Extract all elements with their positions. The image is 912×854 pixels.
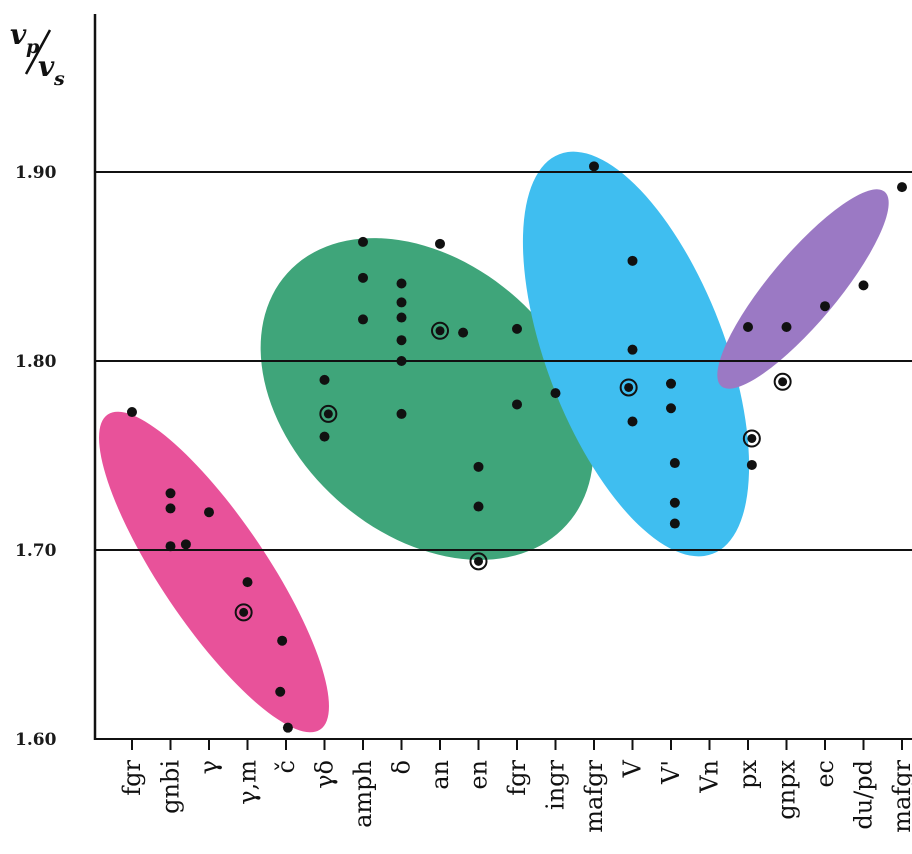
x-tick-label: V xyxy=(619,759,647,778)
data-point-ring xyxy=(431,321,449,340)
data-point xyxy=(669,518,680,529)
data-point xyxy=(396,278,407,289)
data-point xyxy=(435,326,445,336)
x-tick-label: en xyxy=(465,760,493,790)
data-point xyxy=(435,238,445,249)
data-point xyxy=(396,356,407,366)
data-point xyxy=(239,607,249,617)
x-tick-label: an xyxy=(426,760,454,790)
data-point xyxy=(165,488,176,499)
data-point xyxy=(669,458,680,469)
x-tick-label: gnpx xyxy=(773,760,801,820)
x-tick-label: fgr xyxy=(118,759,146,795)
data-point xyxy=(743,321,753,332)
x-tick-label: du/pd xyxy=(850,760,878,830)
data-point xyxy=(473,461,484,472)
cluster-ellipse xyxy=(99,411,329,733)
data-point xyxy=(624,382,634,392)
data-point-ring xyxy=(619,378,638,397)
data-point-ring xyxy=(469,552,488,571)
data-point xyxy=(204,507,214,518)
data-point xyxy=(627,255,638,266)
data-point xyxy=(669,497,680,508)
y-tick-labels: 1.60 1.70 1.80 1.90 xyxy=(15,163,57,750)
data-point xyxy=(858,280,869,291)
x-tick-label: V' xyxy=(657,760,685,785)
data-point xyxy=(778,377,788,387)
gridlines xyxy=(95,171,912,740)
y-tick-label: 1.90 xyxy=(15,163,57,183)
data-point xyxy=(358,236,368,247)
data-point xyxy=(666,378,676,389)
data-point xyxy=(275,686,286,697)
cluster-ellipse xyxy=(522,151,750,557)
x-tick-label: ec xyxy=(811,760,839,788)
data-point xyxy=(396,312,407,323)
y-tick-label: 1.80 xyxy=(15,352,57,372)
x-tick-label: δ xyxy=(388,760,416,774)
cluster-ellipse xyxy=(260,238,594,560)
x-tick-label: ingr xyxy=(542,759,570,809)
y-tick-label: 1.60 xyxy=(15,730,57,750)
data-point-ring xyxy=(742,429,761,448)
x-tick-label: γ,m xyxy=(234,760,262,805)
data-point xyxy=(512,399,522,410)
data-points xyxy=(127,161,907,733)
data-point xyxy=(180,539,191,550)
data-point xyxy=(319,431,330,442)
data-point xyxy=(358,272,368,283)
data-point xyxy=(627,416,638,427)
cluster-ellipses xyxy=(99,151,889,733)
data-point-ring xyxy=(773,372,792,391)
x-ticks: fgr gnbi γ γ,m č γδ amph δ an en fgr ingr mafgr V V' Vn… xyxy=(118,740,912,833)
x-tick-label: γ xyxy=(195,760,223,774)
y-tick-label: 1.70 xyxy=(15,541,57,561)
data-point xyxy=(781,321,792,332)
data-point xyxy=(165,503,176,514)
data-point xyxy=(666,403,676,414)
data-point xyxy=(127,407,137,418)
x-tick-label: px xyxy=(734,760,762,789)
data-point xyxy=(282,722,293,733)
data-point xyxy=(474,556,483,566)
svg-text:v: v xyxy=(38,50,55,83)
data-point xyxy=(165,541,176,552)
data-point xyxy=(319,374,330,385)
data-point xyxy=(396,297,407,308)
data-point xyxy=(589,161,599,172)
data-point xyxy=(820,301,830,312)
data-point xyxy=(512,323,522,334)
data-point xyxy=(458,327,469,338)
data-point-ring xyxy=(319,404,338,423)
x-tick-label: gnbi xyxy=(157,760,185,814)
x-tick-label: γδ xyxy=(311,760,339,789)
x-tick-label: fgr xyxy=(503,759,531,795)
data-point xyxy=(747,433,757,443)
x-tick-label: amph xyxy=(349,760,377,828)
x-tick-label: Vn xyxy=(696,760,724,794)
data-point-ring xyxy=(234,603,253,622)
data-point xyxy=(550,388,561,399)
x-tick-label: mafgr xyxy=(580,759,608,832)
data-point xyxy=(897,182,907,193)
data-point xyxy=(242,577,253,588)
data-point xyxy=(627,344,638,355)
x-tick-label: mafgr xyxy=(888,759,912,832)
svg-text:s: s xyxy=(53,68,65,90)
y-axis-title: v p v s xyxy=(10,18,65,90)
data-point xyxy=(277,635,288,646)
data-point xyxy=(358,314,368,325)
data-point xyxy=(396,335,407,346)
cluster-ellipse xyxy=(717,189,889,389)
data-point xyxy=(473,501,484,512)
x-tick-label: č xyxy=(272,760,300,773)
data-point xyxy=(396,408,407,419)
data-point xyxy=(323,409,333,419)
data-point xyxy=(746,459,757,470)
svg-text:v: v xyxy=(10,18,27,51)
